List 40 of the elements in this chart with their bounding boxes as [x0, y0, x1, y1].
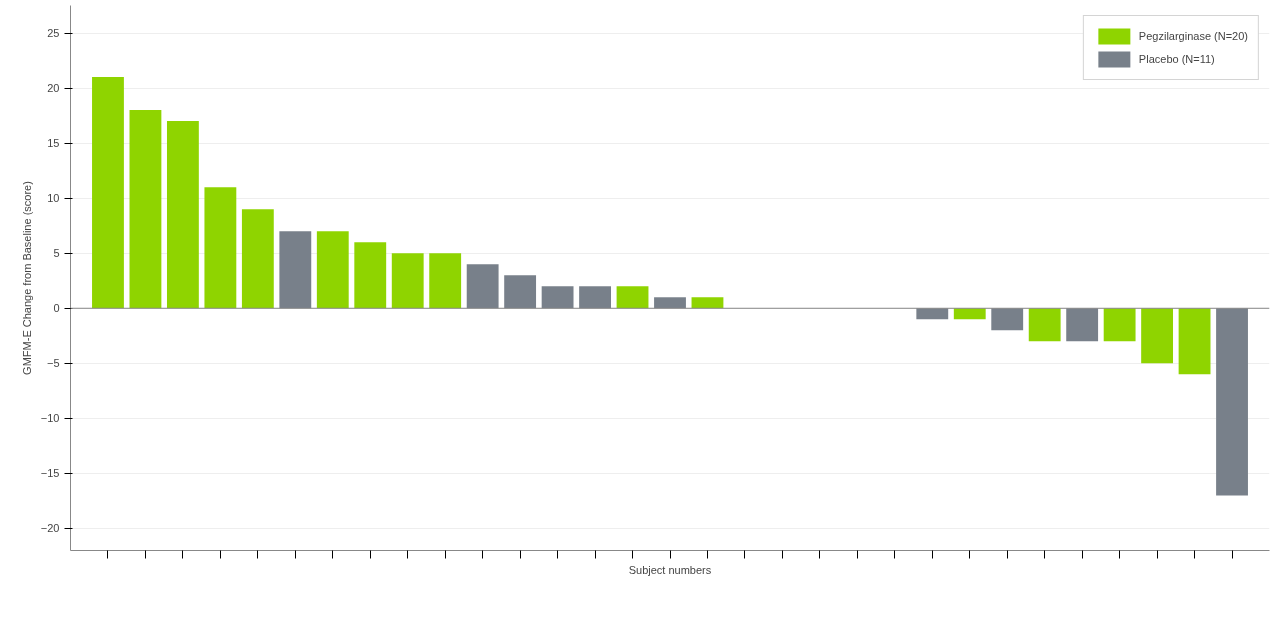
bar — [1178, 308, 1211, 375]
y-tick-label: −15 — [40, 467, 60, 480]
bar — [429, 253, 462, 309]
bar — [1216, 308, 1248, 496]
bar — [1103, 308, 1136, 342]
bar — [1066, 308, 1099, 342]
y-tick-label: −20 — [40, 522, 60, 535]
bar — [354, 242, 387, 309]
bar — [279, 231, 312, 309]
legend-label: Pegzilarginase (N=20) — [1138, 30, 1248, 42]
y-tick-label: −5 — [46, 357, 60, 370]
bar — [504, 275, 537, 309]
y-tick-label: −10 — [40, 412, 60, 425]
legend-label: Placebo (N=11) — [1138, 53, 1215, 65]
y-tick-label: 15 — [47, 137, 60, 150]
bar — [579, 286, 611, 309]
bar — [391, 253, 424, 309]
bar — [991, 308, 1024, 331]
bar — [916, 308, 949, 320]
y-tick-label: 25 — [47, 27, 60, 40]
y-axis-title: GMFM-E Change from Baseline (score) — [20, 181, 33, 375]
bar — [616, 286, 649, 309]
bar — [466, 264, 499, 309]
bar — [691, 297, 724, 309]
bar — [129, 110, 162, 309]
bar — [1141, 308, 1174, 364]
bar — [204, 187, 237, 309]
bar — [541, 286, 574, 309]
y-tick-label: 20 — [47, 82, 60, 95]
bar — [316, 231, 349, 309]
bar — [953, 308, 986, 320]
bar — [654, 297, 686, 309]
bar — [166, 121, 199, 309]
x-axis-title: Subject numbers — [628, 563, 712, 576]
bar — [241, 209, 274, 309]
y-tick-label: 10 — [47, 192, 60, 205]
y-tick-label: 5 — [53, 247, 60, 260]
bar — [92, 77, 124, 309]
y-tick-label: 0 — [53, 302, 60, 315]
bar — [1028, 308, 1061, 342]
